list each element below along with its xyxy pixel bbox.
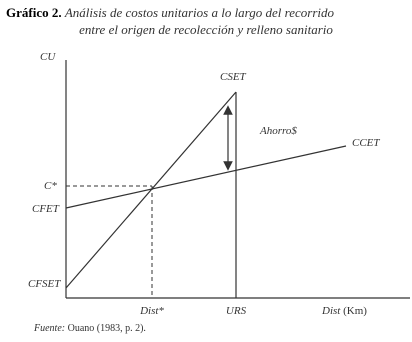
figure-label: Gráfico 2. xyxy=(6,5,62,20)
cset-label: CSET xyxy=(220,71,247,83)
cset-line xyxy=(65,91,237,289)
y-axis-label: CU xyxy=(40,51,56,63)
figure-title: Gráfico 2. Análisis de costos unitarios … xyxy=(6,5,334,20)
x-axis-unit: (Km) xyxy=(343,305,367,317)
title-line: Análisis de costos unitarios a lo largo … xyxy=(64,5,335,20)
dist-star-label: Dist* xyxy=(139,305,164,317)
title-line: entre el origen de recolección y relleno… xyxy=(79,22,333,37)
x-axis-name: Dist xyxy=(321,305,341,317)
cfet-label: CFET xyxy=(32,203,60,215)
savings-label: Ahorro$ xyxy=(259,125,297,137)
ccet-line xyxy=(65,145,347,209)
ccet-label: CCET xyxy=(352,137,380,149)
cfset-label: CFSET xyxy=(28,278,61,290)
source-label: Fuente: xyxy=(33,323,65,334)
source: Fuente: Ouano (1983, p. 2). xyxy=(33,323,146,334)
c-star-label: C* xyxy=(44,180,57,192)
x-axis-label: Dist (Km) xyxy=(321,305,367,317)
source-text: Ouano (1983, p. 2). xyxy=(68,323,146,334)
urs-label: URS xyxy=(226,305,247,317)
